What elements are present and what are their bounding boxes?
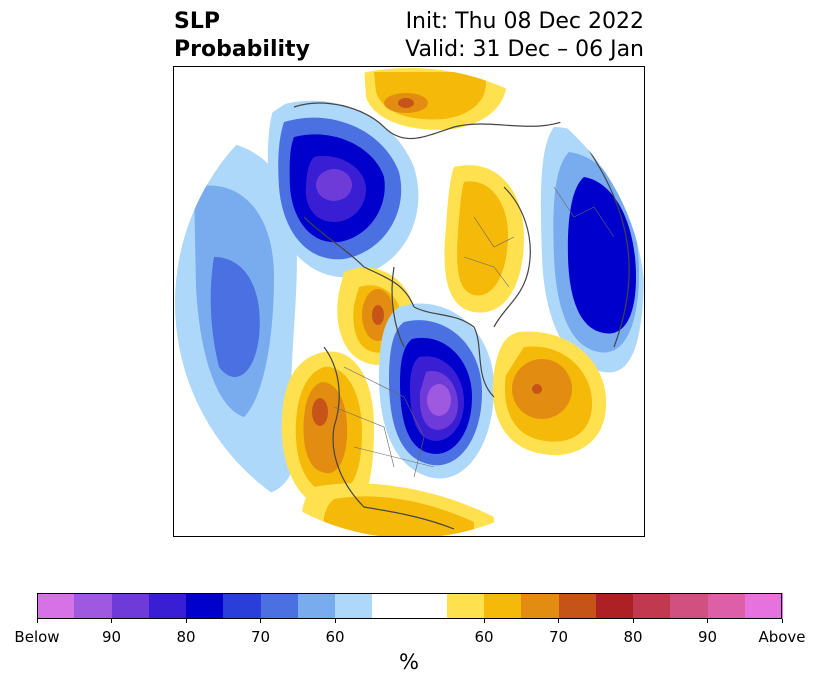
colorbar-segment [558,593,597,619]
title-variable: SLP [174,9,220,34]
colorbar-label: 60 [474,628,494,646]
colorbar-tick [36,619,38,623]
probability-map [175,68,644,536]
colorbar-segment [335,593,373,619]
colorbar-segment [744,593,783,619]
colorbar-tick [260,619,261,623]
valid-range: Valid: 31 Dec – 06 Jan [405,37,644,62]
colorbar-segment [372,593,410,619]
anomaly-gulf-above [301,483,494,536]
colorbar-tick [707,619,708,623]
anomaly-europe-above [444,165,524,313]
title-right: Init: Thu 08 Dec 2022 Valid: 31 Dec – 06… [405,8,644,64]
colorbar-segment [484,593,522,619]
colorbar-segment [223,593,261,619]
anomaly-siberia-below [540,127,644,373]
colorbar-label: 70 [548,628,569,646]
colorbar-label: Above [758,628,806,646]
anomaly-west-us-above [281,351,374,513]
colorbar-segment [446,593,485,619]
colorbar-segment [111,593,150,619]
colorbar-label: 80 [176,628,196,646]
colorbar-label: 70 [250,628,271,646]
coastlines [293,102,630,530]
anomaly-north-pacific-below [175,140,297,495]
title-type: Probability [174,37,310,62]
anomaly-east-siberia-above [364,68,507,130]
colorbar-tick [334,619,336,623]
colorbar-segment [186,593,224,619]
colorbar-tick [185,619,187,623]
colorbar-tick [483,619,485,623]
colorbar-outline [37,593,782,619]
colorbar-segment [595,593,634,619]
colorbar-tick [632,619,634,623]
anomaly-alaska-below [267,100,419,278]
colorbar-segment [670,593,708,619]
colorbar-tick [111,619,112,623]
colorbar [36,593,783,623]
colorbar-label: 80 [623,628,643,646]
colorbar-unit: % [399,650,419,674]
colorbar-label: Below [14,628,60,646]
colorbar-segment [409,593,448,619]
colorbar-tick [558,619,559,623]
colorbar-segment [707,593,746,619]
colorbar-segment [74,593,112,619]
colorbar-label: 90 [101,628,122,646]
title-left: SLP Probability [174,8,310,64]
colorbar-segment [148,593,187,619]
colorbar-tick [781,619,783,623]
map-panel[interactable] [173,66,645,537]
boundaries [333,186,615,478]
colorbar-label: 90 [697,628,718,646]
anomaly-atlantic-above [492,331,607,455]
init-date: Init: Thu 08 Dec 2022 [405,9,644,34]
colorbar-segment [37,593,75,619]
colorbar-segment [297,593,336,619]
colorbar-segment [633,593,671,619]
colorbar-segment [260,593,299,619]
colorbar-label: 60 [325,628,345,646]
colorbar-segment [521,593,559,619]
